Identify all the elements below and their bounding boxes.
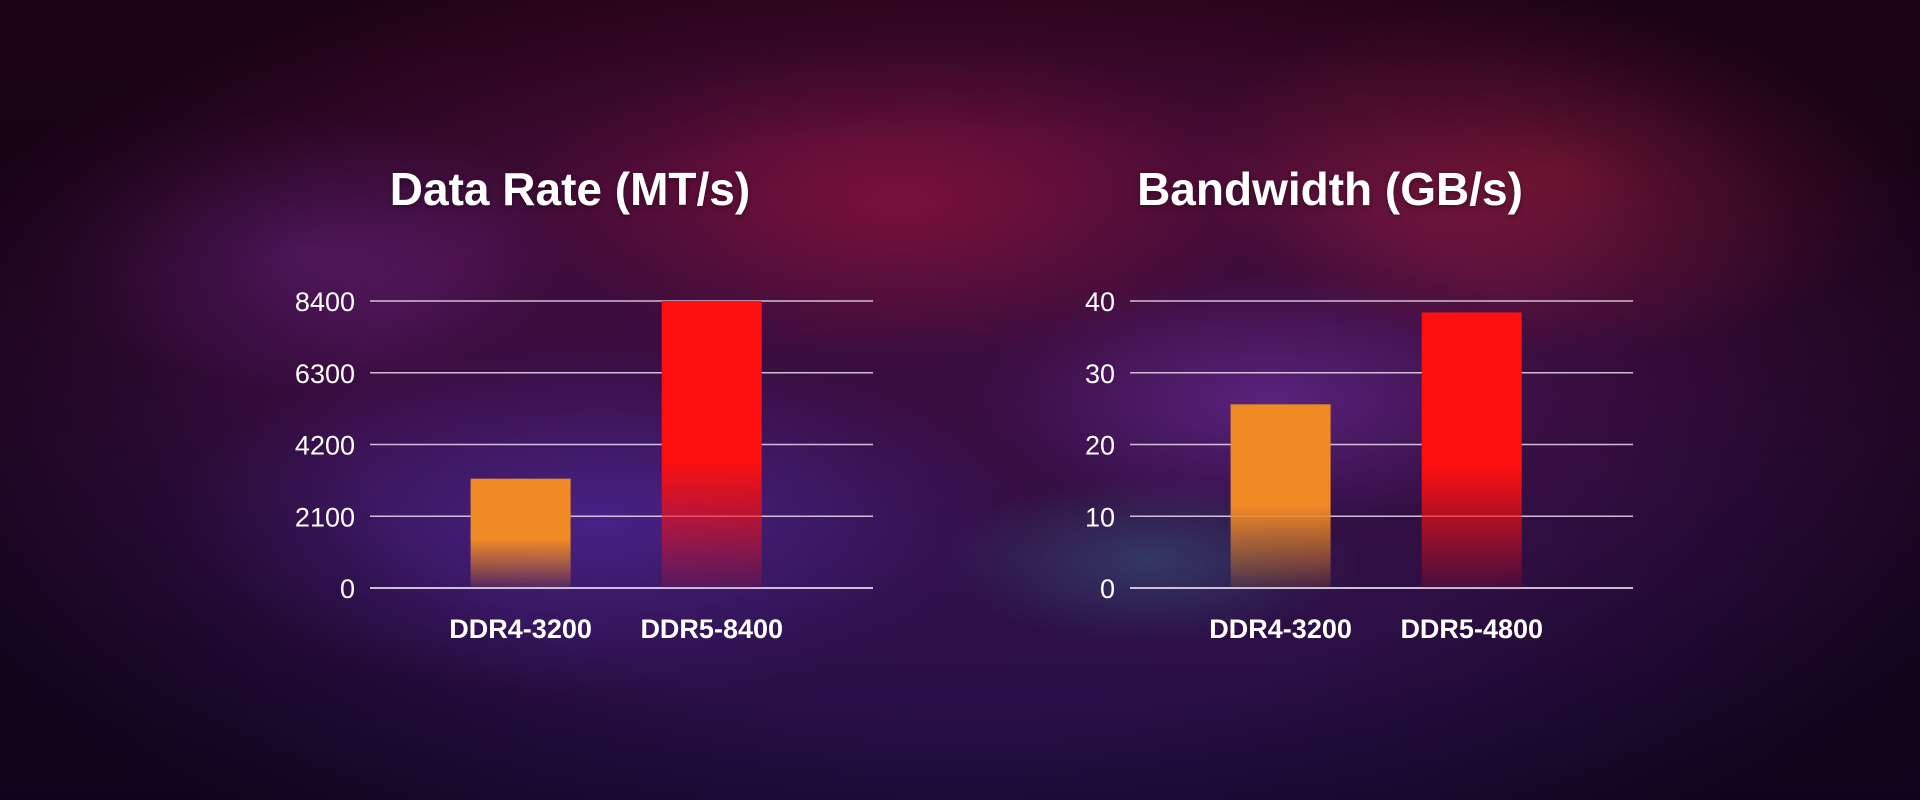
y-tick-label: 4200	[295, 431, 355, 461]
y-tick-label: 10	[1085, 502, 1115, 532]
y-tick-label: 40	[1085, 287, 1115, 317]
x-category-label: DDR4-3200	[449, 614, 592, 644]
x-category-label: DDR4-3200	[1209, 614, 1352, 644]
y-tick-label: 0	[340, 574, 355, 604]
y-tick-label: 30	[1085, 359, 1115, 389]
y-tick-label: 20	[1085, 431, 1115, 461]
y-tick-label: 2100	[295, 502, 355, 532]
data-rate-chart: Data Rate (MT/s) 0 2100 4200 6300 8400 DDR4-3…	[240, 0, 900, 800]
x-category-label: DDR5-8400	[640, 614, 783, 644]
y-tick-label: 6300	[295, 359, 355, 389]
bar-ddr4-3200	[470, 478, 571, 588]
bandwidth-chart: Bandwidth (GB/s) 0 10 20 30 40 DDR4-3200 DDR5-…	[1000, 0, 1660, 800]
chart-title: Data Rate (MT/s)	[389, 163, 751, 215]
chart-title: Bandwidth (GB/s)	[1137, 163, 1523, 215]
data-rate-plot: 0 2100 4200 6300 8400 DDR4-3200 DDR5-8400	[295, 287, 873, 644]
bar-ddr4-3200	[1230, 404, 1331, 588]
bar-ddr5-8400	[661, 301, 762, 588]
y-tick-label: 0	[1100, 574, 1115, 604]
y-tick-label: 8400	[295, 287, 355, 317]
bandwidth-plot: 0 10 20 30 40 DDR4-3200 DDR5-4800	[1085, 287, 1633, 644]
bar-ddr5-4800	[1421, 312, 1522, 588]
x-category-label: DDR5-4800	[1400, 614, 1543, 644]
